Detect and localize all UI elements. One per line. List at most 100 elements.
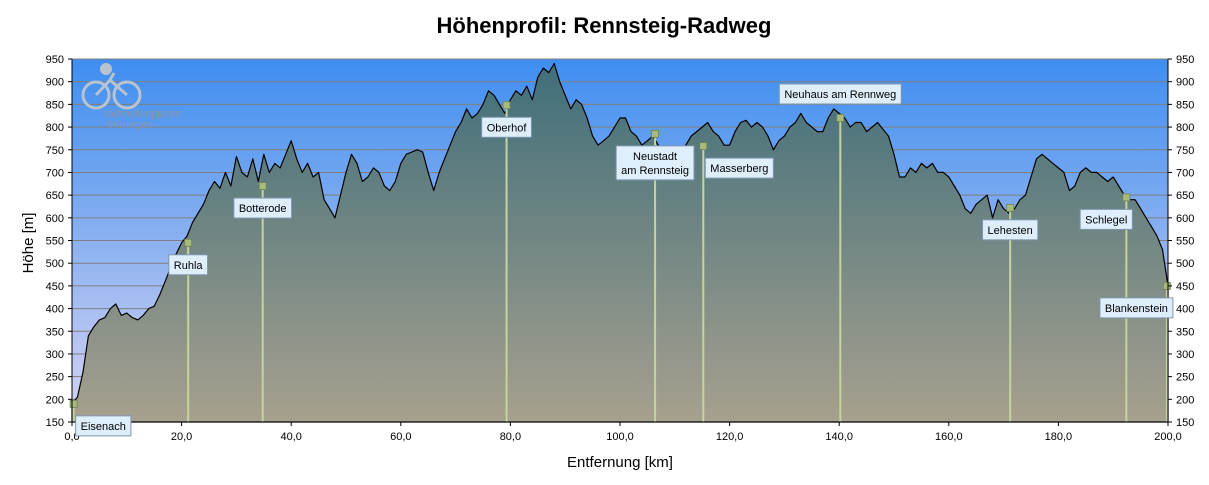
stop-label: Blankenstein: [1099, 297, 1174, 319]
y-tick-label: 600: [46, 213, 64, 225]
stop-label-text: Lehesten: [988, 225, 1033, 237]
stop-label-text: Masserberg: [710, 163, 768, 175]
x-tick-label: 100,0: [606, 431, 634, 443]
stop-marker: [502, 101, 511, 110]
elevation-area: [71, 62, 1169, 423]
bike-wheel-icon: [81, 80, 111, 110]
stop-labels: Eisenach Ruhla Botterode Oberhof Neustadt am …: [75, 83, 1174, 437]
stop-marker: [1006, 203, 1015, 212]
x-tick-label: 40,0: [280, 431, 301, 443]
stop-label: Neuhaus am Rennweg: [778, 83, 902, 105]
x-tick-label: 180,0: [1045, 431, 1073, 443]
bike-wheel-icon: [112, 80, 142, 110]
y-tick-label: 650: [46, 190, 64, 202]
y-tick-label: 200: [1176, 394, 1194, 406]
y-tick-label: 800: [1176, 122, 1194, 134]
logo-text-line1: radroutenplaner: [104, 108, 182, 120]
y-tick-label: 650: [1176, 190, 1194, 202]
y-tick-labels-right: 150 200 250 300 350 400 450 500 550 600 650 700 750 8…: [1176, 54, 1194, 429]
y-tick-label: 950: [1176, 54, 1194, 66]
y-tick-label: 900: [46, 77, 64, 89]
axes: [68, 58, 1172, 426]
stop-marker: [1122, 193, 1131, 202]
y-tick-label: 200: [46, 394, 64, 406]
y-tick-label: 950: [46, 54, 64, 66]
x-tick-label: 120,0: [716, 431, 744, 443]
y-tick-label: 350: [46, 326, 64, 338]
y-axis-label: Höhe [m]: [20, 213, 37, 274]
x-tick-label: 80,0: [500, 431, 521, 443]
y-tick-label: 400: [1176, 304, 1194, 316]
y-tick-label: 900: [1176, 77, 1194, 89]
x-tick-label: 160,0: [935, 431, 963, 443]
y-tick-label: 250: [46, 372, 64, 384]
x-tick-label: 140,0: [825, 431, 853, 443]
stop-label-box: [481, 116, 532, 138]
x-tick-labels: 0,0 20,0 40,0 60,0 80,0 100,0 120,0 140,0 160,0 1…: [64, 431, 1181, 443]
stop-label-box: [233, 197, 293, 219]
y-tick-label: 850: [1176, 99, 1194, 111]
y-tick-label: 550: [46, 236, 64, 248]
stop-label: Lehesten: [982, 219, 1039, 241]
y-tick-label: 750: [46, 145, 64, 157]
stop-label-box: [615, 145, 695, 181]
stop-label: Eisenach: [75, 415, 132, 437]
y-tick-label: 700: [1176, 167, 1194, 179]
y-tick-label: 600: [1176, 213, 1194, 225]
bike-frame-icon: [94, 72, 128, 97]
stop-label-box: [1079, 208, 1133, 230]
y-tick-label: 750: [1176, 145, 1194, 157]
y-tick-labels-left: 150 200 250 300 350 400 450 500 550 600 650 700 750 8…: [46, 54, 64, 429]
stop-label: Schlegel: [1079, 208, 1133, 230]
y-tick-label: 550: [1176, 236, 1194, 248]
stop-label-box: [168, 254, 209, 276]
stop-marker: [258, 182, 267, 190]
y-tick-label: 500: [1176, 258, 1194, 270]
x-tick-label: 60,0: [390, 431, 411, 443]
stop-label: Masserberg: [704, 157, 774, 179]
stop-label-box: [704, 157, 774, 179]
cyclist-head-icon: [100, 63, 112, 75]
y-tick-label: 250: [1176, 372, 1194, 384]
y-tick-label: 350: [1176, 326, 1194, 338]
stop-label: Oberhof: [481, 116, 532, 138]
stop-label-text: Blankenstein: [1105, 303, 1168, 315]
stop-label-text: Neuhaus am Rennweg: [784, 89, 896, 101]
y-tick-label: 850: [46, 99, 64, 111]
stop-label-text: Ruhla: [174, 260, 204, 272]
chart-title: Höhenprofil: Rennsteig-Radweg: [437, 13, 772, 38]
stop-label-box: [982, 219, 1039, 241]
stop-label-text: Botterode: [239, 203, 287, 215]
stop-label-text: Neustadt: [633, 151, 677, 163]
stop-label: Ruhla: [168, 254, 209, 276]
y-tick-label: 150: [46, 417, 64, 429]
stop-marker: [184, 238, 193, 247]
y-tick-label: 300: [1176, 349, 1194, 361]
stop-label-box: [778, 83, 902, 105]
y-tick-label: 450: [46, 281, 64, 293]
stop-label-box: [75, 415, 132, 437]
y-tick-label: 500: [46, 258, 64, 270]
stop-label-text: am Rennsteig: [621, 165, 689, 177]
stop-label: Botterode: [233, 197, 293, 219]
stop-marker: [836, 114, 845, 122]
stop-label-text: Oberhof: [487, 122, 528, 134]
stop-marker: [699, 142, 708, 151]
y-tick-label: 300: [46, 349, 64, 361]
stop-marker: [69, 399, 78, 408]
stop-label-box: [1099, 297, 1174, 319]
y-tick-label: 150: [1176, 417, 1194, 429]
logo-text-line2: thüringen: [107, 119, 153, 131]
stop-label-text: Eisenach: [81, 421, 126, 433]
stop-marker: [651, 129, 659, 138]
stop-label: Neustadt am Rennsteig: [615, 145, 695, 181]
x-axis-label: Entfernung [km]: [567, 454, 673, 471]
x-tick-label: 200,0: [1154, 431, 1182, 443]
y-tick-label: 800: [46, 122, 64, 134]
stop-label-text: Schlegel: [1085, 214, 1127, 226]
y-tick-label: 400: [46, 304, 64, 316]
y-tick-label: 450: [1176, 281, 1194, 293]
x-tick-label: 20,0: [171, 431, 192, 443]
